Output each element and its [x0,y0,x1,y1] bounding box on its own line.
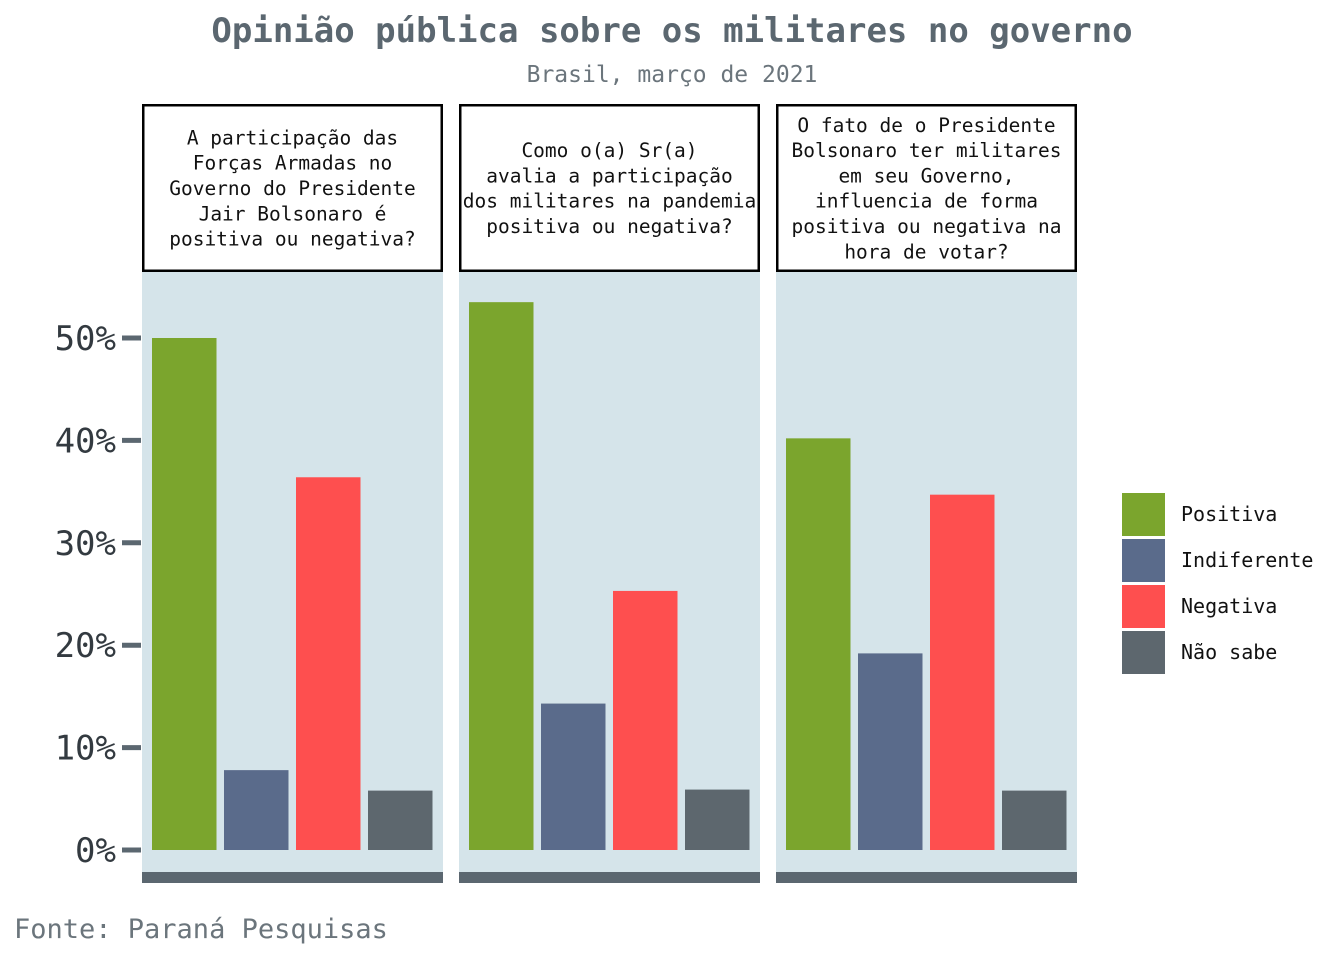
bar-positiva [786,438,851,850]
facet-strip-text: influencia de forma [815,190,1038,213]
bar-positiva [152,338,217,850]
bar-positiva [469,302,534,850]
y-axis: 0% 10% 20% 30% 40% 50% [55,319,141,871]
legend-entry: Indiferente [1122,539,1313,582]
legend-swatch [1122,631,1165,674]
facet-strip-text: Governo do Presidente [169,177,416,200]
legend-swatch [1122,585,1165,628]
legend-swatch [1122,493,1165,536]
facet-panel: A participação das Forças Armadas noGover… [142,104,443,883]
y-tick-label: 40% [55,421,116,461]
facet-strip-text: positiva ou negativa? [169,228,416,251]
facet-strip-text: positiva ou negativa? [486,215,733,238]
legend-swatch [1122,539,1165,582]
bar-negativa [930,494,995,850]
facet-strip-text: Bolsonaro ter militares [791,139,1061,162]
legend-entry: Não sabe [1122,631,1277,674]
legend-label: Indiferente [1181,548,1313,572]
panel-axis-bar [776,872,1077,883]
bar-negativa [296,477,361,850]
y-tick-label: 20% [55,626,116,666]
legend-entry: Positiva [1122,493,1277,536]
bar-indiferente [224,770,289,850]
facet-strip [776,104,1077,272]
facet-strip-text: hora de votar? [844,240,1008,263]
facet-strip-text: Forças Armadas no [193,152,393,175]
legend-entry: Negativa [1122,585,1277,628]
facet-strip-text: avalia a participação [486,164,733,187]
legend-label: Negativa [1181,594,1277,618]
facet-strip-text: dos militares na pandemia [463,190,757,213]
facet-panel: Como o(a) Sr(a)avalia a participação dos … [459,104,760,883]
bar-negativa [613,590,678,850]
facet-strip [142,104,443,272]
chart-subtitle: Brasil, março de 2021 [527,62,818,88]
legend-label: Não sabe [1181,640,1277,664]
facet-strip-text: em seu Governo, [838,164,1014,187]
legend: Positiva Indiferente Negativa Não sabe [1122,493,1313,674]
chart-title: Opinião pública sobre os militares no go… [211,11,1132,51]
y-tick-label: 50% [55,319,116,359]
bar-indiferente [858,653,923,850]
facet-strip-text: A participação das [187,126,398,149]
facet-strip [459,104,760,272]
y-tick-label: 30% [55,524,116,564]
facet-strip-text: O fato de o Presidente [797,114,1055,137]
bar-n-o-sabe [368,790,433,850]
panel-axis-bar [459,872,760,883]
bar-n-o-sabe [685,789,750,850]
bar-indiferente [541,703,606,850]
facet-strip-text: Como o(a) Sr(a) [521,139,697,162]
legend-label: Positiva [1181,502,1277,526]
bar-n-o-sabe [1002,790,1067,850]
facet-panels: A participação das Forças Armadas noGover… [142,104,1077,883]
panel-axis-bar [142,872,443,883]
facet-strip-text: positiva ou negativa na [791,215,1061,238]
caption: Fonte: Paraná Pesquisas [14,914,388,945]
y-tick-label: 0% [75,831,116,871]
facet-strip-text: Jair Bolsonaro é [199,202,387,225]
y-tick-label: 10% [55,729,116,769]
